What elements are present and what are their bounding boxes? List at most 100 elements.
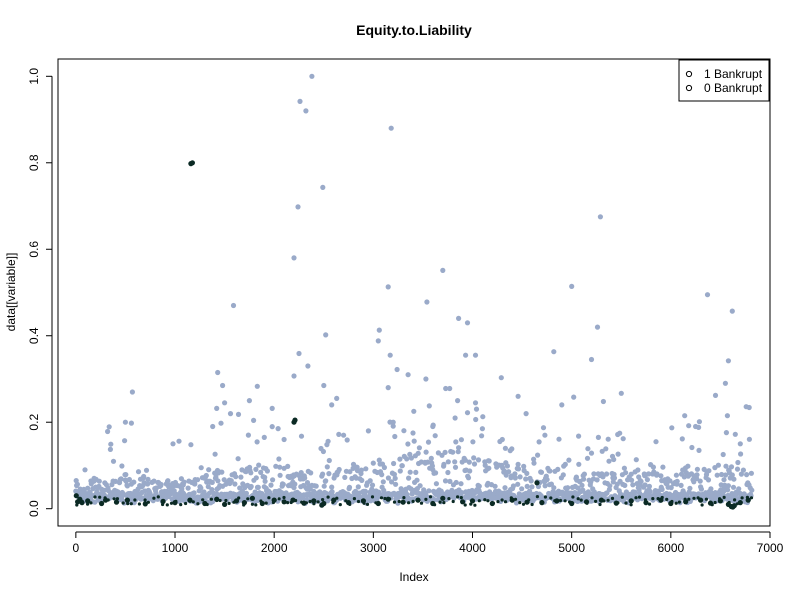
point-1-bankrupt [624,501,628,505]
point-0-bankrupt [285,463,291,469]
point-0-bankrupt [628,471,634,477]
point-0-bankrupt [124,483,130,489]
point-1-bankrupt [527,498,531,502]
point-0-bankrupt [414,477,420,483]
point-1-bankrupt [160,498,166,504]
point-1-bankrupt [321,500,327,507]
point-0-bankrupt [519,486,525,492]
point-0-bankrupt [336,431,342,437]
point-0-bankrupt [475,457,482,463]
y-axis-label: data[[variable]] [4,253,18,332]
point-0-bankrupt [281,436,287,443]
point-0-bankrupt [453,479,459,486]
point-0-bankrupt [463,352,469,358]
point-0-bankrupt [238,474,244,480]
point-0-bankrupt [501,468,507,474]
point-0-bankrupt [622,482,628,488]
point-0-bankrupt [723,472,729,478]
point-1-bankrupt [246,497,250,501]
point-0-bankrupt [258,469,264,475]
point-0-bankrupt [610,479,616,485]
point-0-bankrupt [195,477,201,483]
point-0-bankrupt [417,483,423,489]
y-tick-label: 0.4 [27,327,41,344]
point-1-bankrupt [674,501,678,505]
point-0-bankrupt [720,451,726,458]
point-1-bankrupt [242,503,246,507]
point-1-bankrupt [165,503,169,507]
point-0-bankrupt [433,481,439,487]
point-0-bankrupt [407,469,413,475]
point-1-bankrupt [451,499,455,504]
point-0-bankrupt [633,457,639,463]
point-0-bankrupt [210,423,216,430]
point-1-bankrupt [129,502,133,506]
point-1-bankrupt [749,496,754,500]
point-0-bankrupt [732,431,738,437]
point-0-bankrupt [275,426,281,432]
point-1-bankrupt [237,496,241,500]
point-0-bankrupt [473,406,480,412]
point-0-bankrupt [261,434,267,440]
point-0-bankrupt [650,464,657,470]
point-0-bankrupt [600,474,606,480]
point-0-bankrupt [205,484,211,490]
point-1-bankrupt [179,503,183,507]
point-1-bankrupt [521,502,526,506]
point-1-bankrupt [428,495,433,499]
point-0-bankrupt [192,481,198,487]
point-0-bankrupt [472,352,479,358]
point-0-bankrupt [729,308,735,314]
point-1-bankrupt [215,498,219,503]
point-0-bankrupt [452,464,459,470]
point-0-bankrupt [725,358,732,364]
point-1-bankrupt [133,498,137,502]
point-0-bankrupt [85,485,91,491]
point-1-bankrupt [660,495,664,500]
point-1-bankrupt [86,502,90,506]
point-0-bankrupt [659,486,665,493]
point-0-bankrupt [235,456,241,462]
point-0-bankrupt [390,419,396,425]
point-0-bankrupt [131,479,137,485]
y-tick-label: 0.2 [27,414,41,431]
point-1-bankrupt [402,496,406,500]
point-0-bankrupt [604,471,610,477]
x-tick-label: 0 [73,541,80,555]
point-0-bankrupt [262,474,268,480]
point-0-bankrupt [393,481,399,487]
point-0-bankrupt [455,398,461,404]
point-1-bankrupt [469,502,473,506]
point-0-bankrupt [705,477,712,483]
point-0-bankrupt [391,471,397,477]
point-1-bankrupt [289,500,293,505]
point-1-bankrupt [189,160,195,166]
y-tick-label: 0.8 [27,154,41,171]
point-0-bankrupt [230,302,237,309]
point-1-bankrupt [98,495,102,499]
point-0-bankrupt [566,457,572,463]
point-0-bankrupt [749,487,755,493]
point-1-bankrupt [590,496,594,500]
point-0-bankrupt [476,483,482,489]
point-1-bankrupt [460,499,466,505]
point-1-bankrupt [700,503,704,507]
point-0-bankrupt [486,465,492,471]
point-1-bankrupt [483,498,487,502]
point-1-bankrupt [740,496,744,500]
point-0-bankrupt [369,482,376,488]
point-1-bankrupt [637,495,642,499]
point-0-bankrupt [143,467,150,473]
point-0-bankrupt [385,475,391,481]
point-0-bankrupt [685,463,691,469]
point-0-bankrupt [579,482,585,488]
point-1-bankrupt [152,496,156,500]
x-tick-label: 2000 [261,541,288,555]
point-0-bankrupt [462,457,468,463]
point-1-bankrupt [656,497,660,501]
point-0-bankrupt [682,413,688,419]
point-0-bankrupt [531,456,537,462]
point-1-bankrupt [442,501,446,505]
point-1-bankrupt [222,501,228,507]
point-0-bankrupt [295,204,301,210]
